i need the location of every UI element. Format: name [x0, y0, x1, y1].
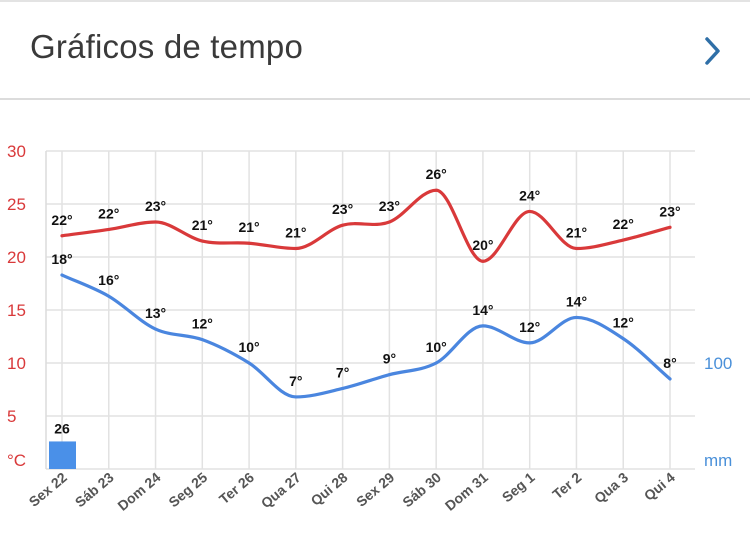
min-temp-point [481, 324, 485, 328]
max-temp-point [107, 227, 111, 231]
y-left-tick-label: 5 [7, 407, 16, 426]
min-temp-label: 10° [426, 339, 447, 355]
x-tick-label: Dom 31 [442, 469, 491, 514]
y-left-tick-label: 15 [7, 301, 26, 320]
min-temp-point [60, 273, 64, 277]
chevron-right-icon[interactable] [698, 34, 728, 68]
max-temp-label: 23° [145, 198, 166, 214]
min-temp-point [247, 361, 251, 365]
max-temp-point [60, 234, 64, 238]
max-temp-label: 22° [51, 212, 72, 228]
max-temp-point [154, 220, 158, 224]
max-temp-label: 22° [613, 216, 634, 232]
max-temp-point [200, 239, 204, 243]
min-temp-point [434, 361, 438, 365]
min-temp-label: 7° [289, 373, 302, 389]
min-temp-point [294, 395, 298, 399]
precip-bar-label: 26 [54, 420, 70, 436]
min-temp-point [528, 341, 532, 345]
max-temp-point [528, 209, 532, 213]
y-left-tick-label: 10 [7, 354, 26, 373]
min-temp-line [60, 273, 672, 399]
top-border [0, 0, 750, 2]
min-temp-label: 16° [98, 272, 119, 288]
x-tick-label: Sex 22 [26, 469, 70, 510]
max-temp-point [247, 241, 251, 245]
max-temp-point [668, 225, 672, 229]
min-temp-label: 9° [383, 351, 396, 367]
min-temp-label: 13° [145, 305, 166, 321]
min-temp-label: 7° [336, 364, 349, 380]
max-temp-point [434, 188, 438, 192]
max-temp-label: 23° [332, 201, 353, 217]
max-temp-label: 26° [426, 166, 447, 182]
max-temp-label: 24° [519, 187, 540, 203]
min-temp-label: 8° [663, 355, 676, 371]
x-tick-label: Seg 1 [499, 469, 538, 505]
x-tick-label: Dom 24 [114, 469, 163, 514]
min-temp-label: 14° [472, 302, 493, 318]
x-tick-label: Ter 26 [216, 469, 257, 507]
min-temp-point [341, 386, 345, 390]
x-tick-label: Qui 4 [641, 469, 678, 504]
x-tick-label: Qua 3 [591, 469, 631, 506]
max-temp-point [481, 259, 485, 263]
min-temp-point [107, 294, 111, 298]
x-tick-label: Ter 2 [549, 469, 584, 502]
weather-chart: 30 25 20 15 10 5 °C 100 mm 26 22° 22° 23° 21° 21° 21° 23… [7, 142, 732, 514]
max-temp-point [387, 220, 391, 224]
min-temp-point [574, 315, 578, 319]
y-right-tick-label: 100 [704, 354, 732, 373]
max-temp-label: 21° [238, 219, 259, 235]
page-title: Gráficos de tempo [30, 28, 304, 65]
min-temp-point [200, 338, 204, 342]
max-temp-label: 21° [285, 225, 306, 241]
max-temp-label: 22° [98, 205, 119, 221]
x-tick-label: Qua 27 [258, 469, 304, 511]
min-temp-point [621, 337, 625, 341]
min-temp-label: 10° [238, 339, 259, 355]
max-temp-label: 21° [192, 217, 213, 233]
x-tick-label: Qui 28 [307, 469, 350, 509]
min-temp-label: 12° [613, 315, 634, 331]
min-temp-point [154, 327, 158, 331]
y-left-unit-label: °C [7, 451, 26, 470]
max-temp-point [294, 247, 298, 251]
y-left-tick-label: 25 [7, 195, 26, 214]
min-temp-label: 18° [51, 251, 72, 267]
y-left-tick-label: 20 [7, 248, 26, 267]
x-tick-label: Sáb 23 [72, 469, 117, 510]
min-temp-label: 12° [519, 319, 540, 335]
max-temp-label: 21° [566, 225, 587, 241]
min-temp-label: 12° [192, 316, 213, 332]
max-temp-label: 23° [659, 203, 680, 219]
max-temp-point [341, 223, 345, 227]
min-temp-point [387, 373, 391, 377]
x-tick-label: Seg 25 [165, 469, 210, 510]
y-right-unit-label: mm [704, 451, 732, 470]
max-temp-label: 23° [379, 198, 400, 214]
max-temp-label: 20° [472, 237, 493, 253]
header: Gráficos de tempo [0, 2, 750, 100]
max-temp-line [60, 188, 672, 263]
y-left-tick-label: 30 [7, 142, 26, 161]
max-temp-point [621, 238, 625, 242]
min-temp-point [668, 377, 672, 381]
precip-bar [49, 441, 76, 469]
x-tick-label: Sex 29 [353, 469, 397, 510]
x-tick-label: Sáb 30 [399, 469, 444, 510]
min-temp-label: 14° [566, 293, 587, 309]
max-temp-point [574, 247, 578, 251]
